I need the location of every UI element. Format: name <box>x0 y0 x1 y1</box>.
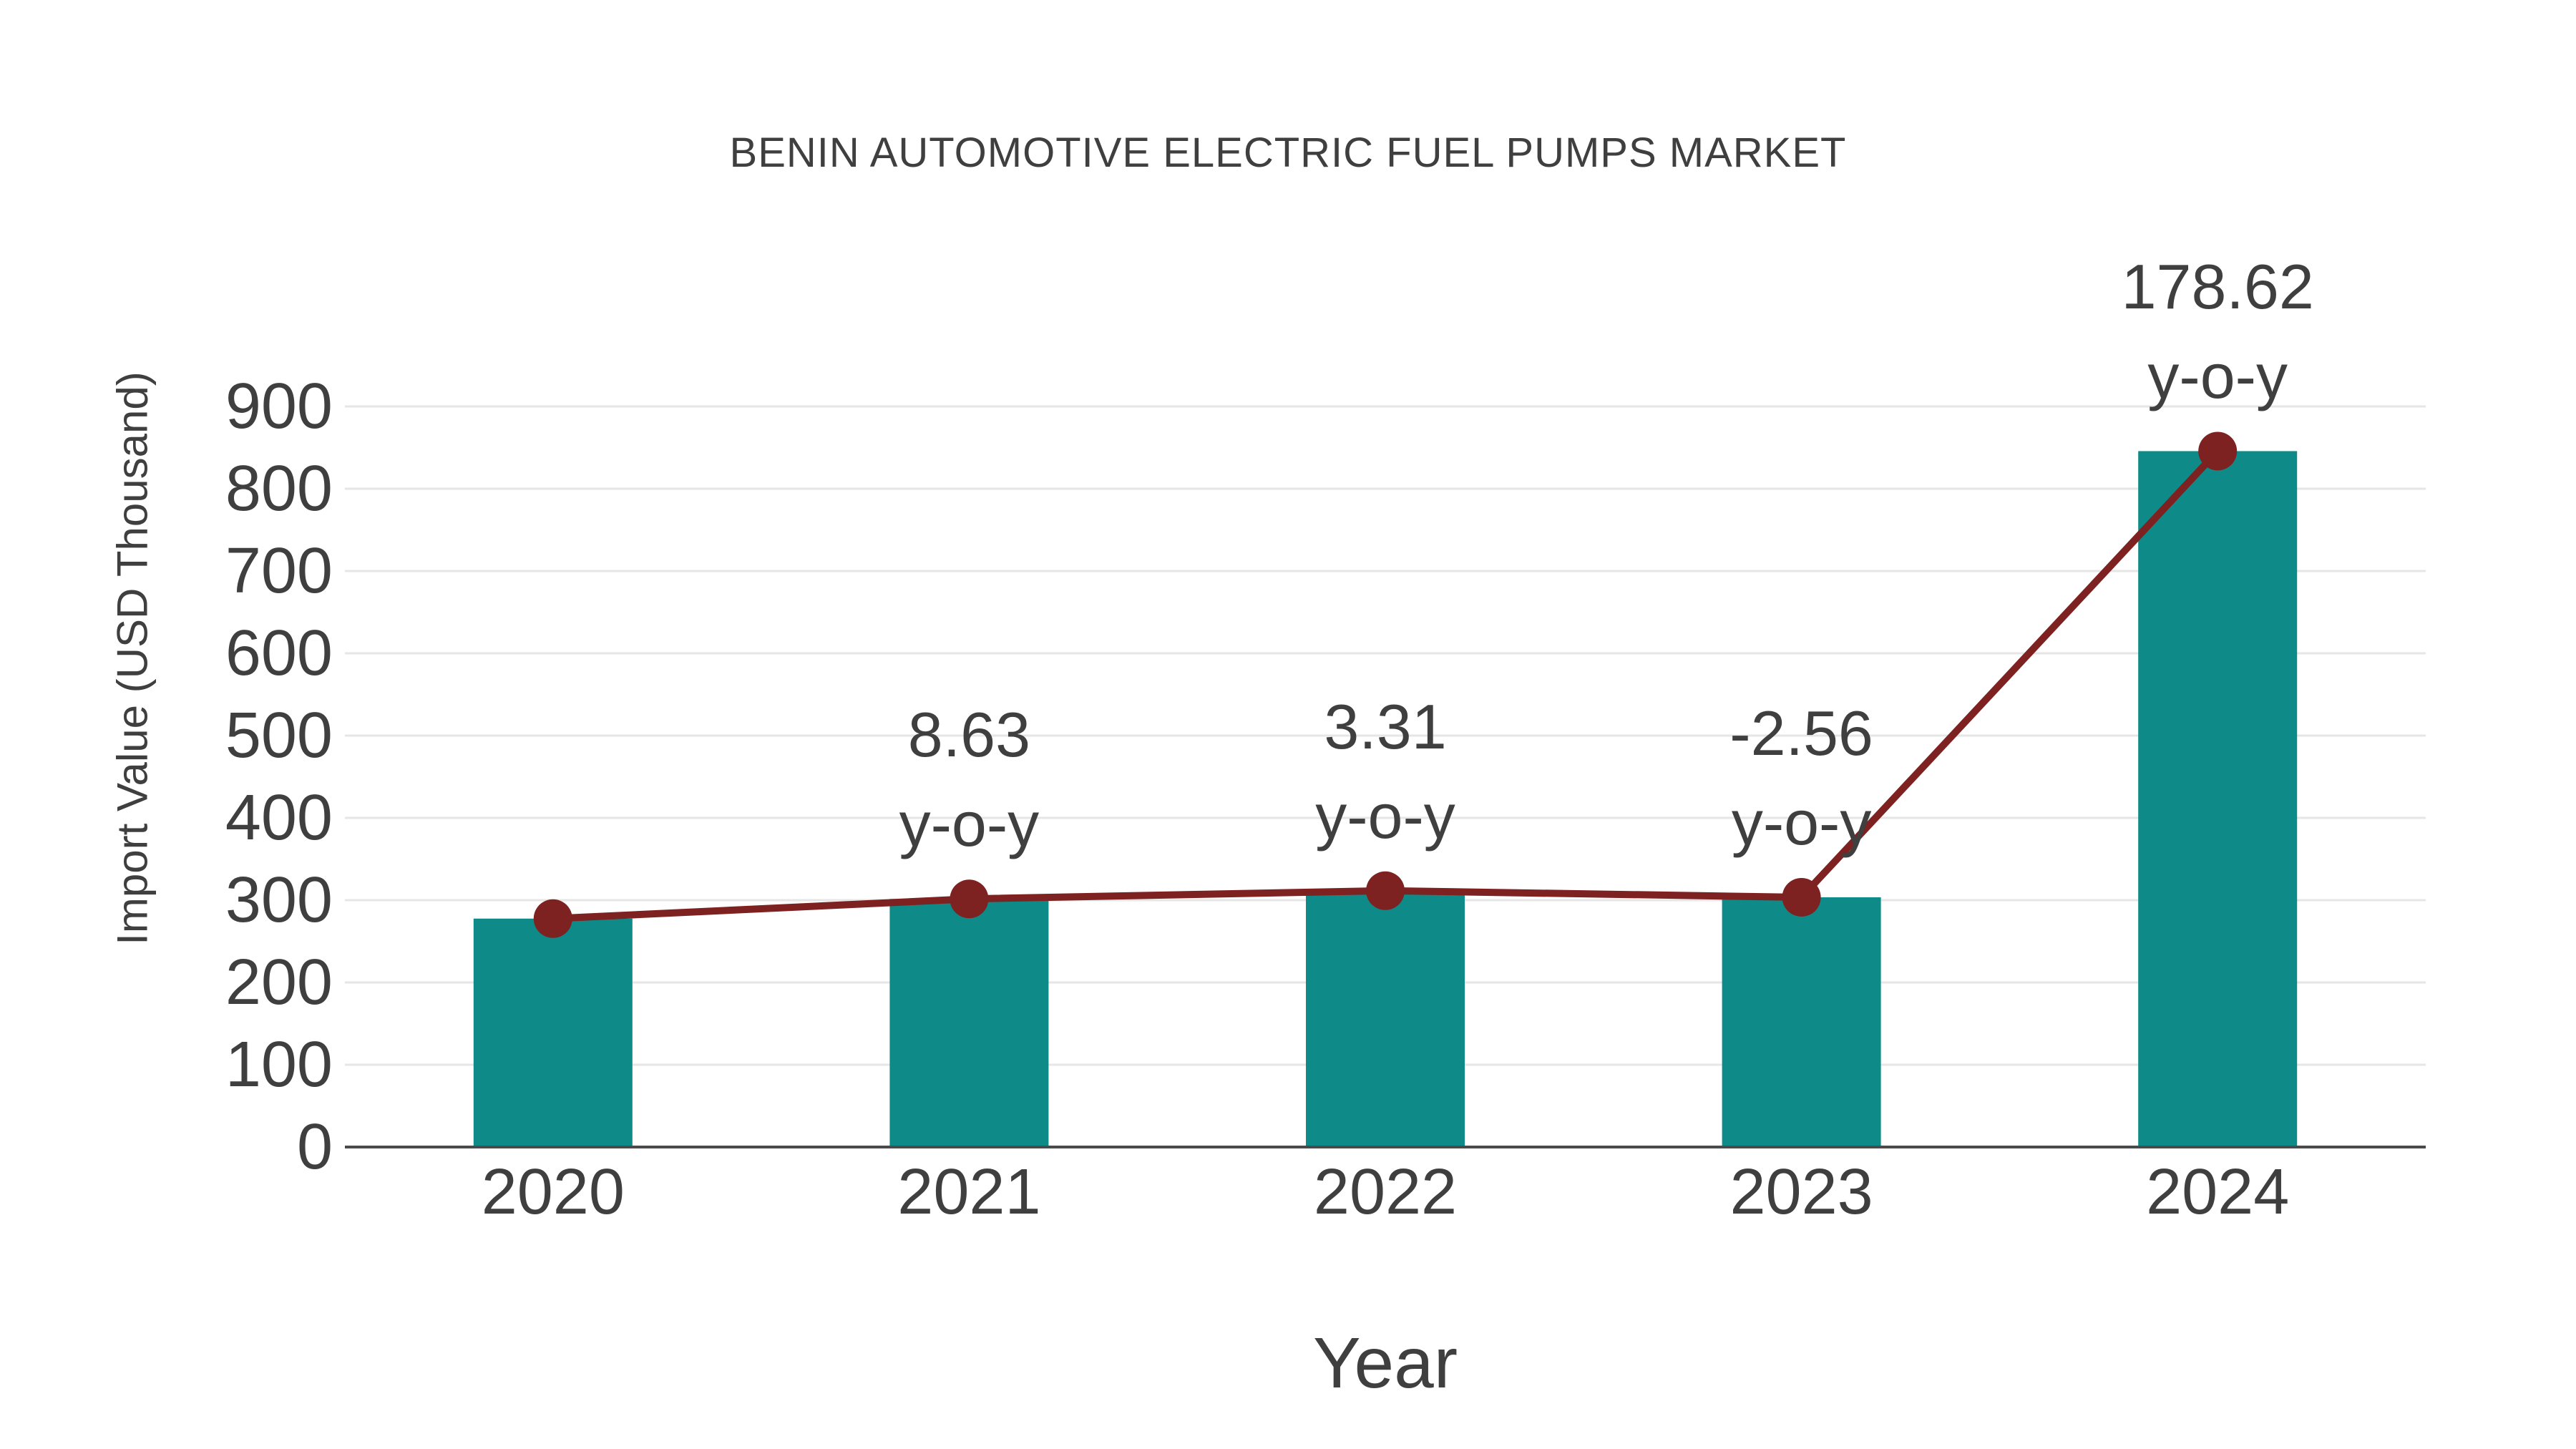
yoy-annotation: 8.63 y-o-y <box>683 690 1255 869</box>
yoy-suffix: y-o-y <box>1731 786 1872 858</box>
yoy-annotation: -2.56 y-o-y <box>1516 688 2088 867</box>
yoy-suffix: y-o-y <box>899 789 1040 860</box>
data-point-marker <box>2198 431 2238 471</box>
bar <box>1306 890 1465 1147</box>
bar <box>473 918 633 1147</box>
yoy-annotation: 3.31 y-o-y <box>1099 682 1672 861</box>
y-tick-label: 600 <box>225 618 333 689</box>
y-tick-label: 700 <box>225 535 333 607</box>
x-tick-label: 2020 <box>481 1156 625 1228</box>
y-tick-label: 800 <box>225 453 333 525</box>
y-tick-label: 0 <box>296 1111 333 1183</box>
yoy-value: 8.63 <box>907 699 1031 771</box>
x-tick-label: 2023 <box>1729 1156 1873 1228</box>
yoy-value: -2.56 <box>1729 697 1873 769</box>
y-tick-label: 300 <box>225 864 333 936</box>
yoy-value: 3.31 <box>1324 691 1447 762</box>
yoy-value: 178.62 <box>2121 251 2314 323</box>
y-tick-label: 900 <box>225 371 333 442</box>
y-tick-label: 100 <box>225 1029 333 1101</box>
data-point-marker <box>533 899 572 938</box>
x-axis-title: Year <box>1312 1323 1458 1403</box>
y-tick-label: 400 <box>225 782 333 854</box>
chart-title: BENIN AUTOMOTIVE ELECTRIC FUEL PUMPS MAR… <box>729 130 1847 176</box>
y-tick-label: 200 <box>225 947 333 1018</box>
x-tick-label: 2021 <box>897 1156 1041 1228</box>
data-point-marker <box>950 879 989 919</box>
bar <box>1722 897 1881 1147</box>
data-point-marker <box>1366 871 1405 910</box>
y-tick-label: 500 <box>225 700 333 771</box>
yoy-suffix: y-o-y <box>1315 780 1455 852</box>
bar <box>2138 451 2298 1147</box>
yoy-annotation: 178.62 y-o-y <box>1931 242 2504 421</box>
data-point-marker <box>1782 877 1821 917</box>
bar <box>889 899 1049 1147</box>
x-tick-label: 2022 <box>1313 1156 1458 1228</box>
x-tick-label: 2024 <box>2146 1156 2290 1228</box>
yoy-suffix: y-o-y <box>2147 341 2288 412</box>
